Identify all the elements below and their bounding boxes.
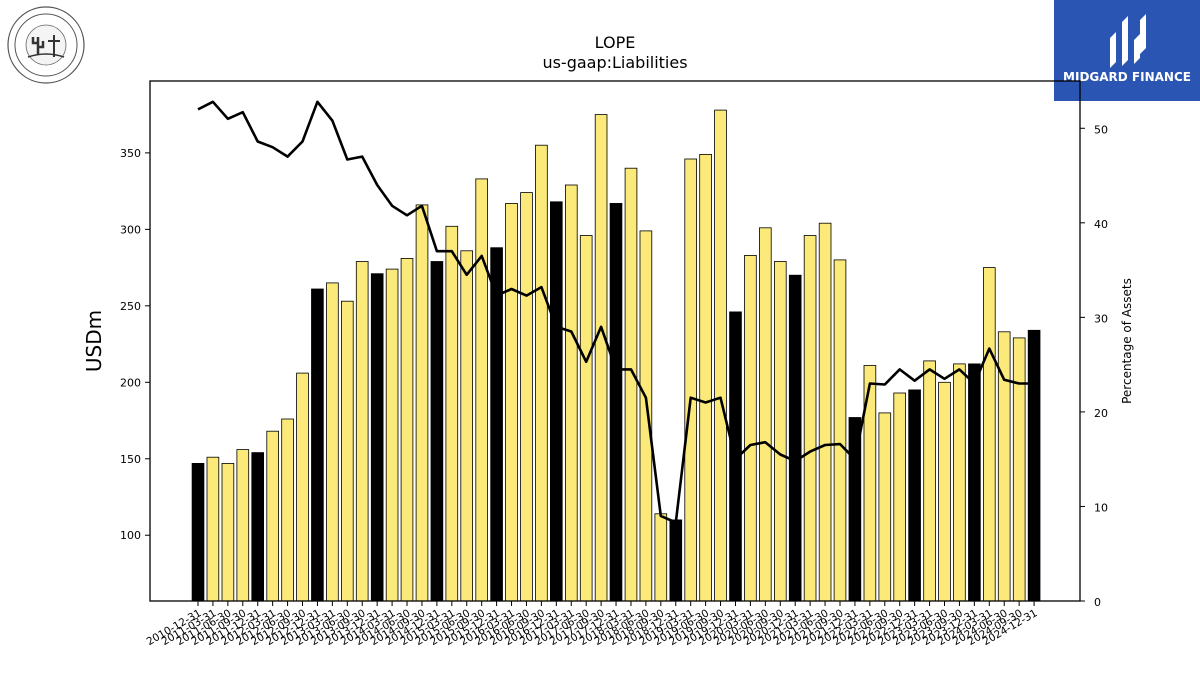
bar xyxy=(430,261,444,602)
bar xyxy=(490,247,503,602)
bar xyxy=(953,363,966,602)
bar xyxy=(714,109,727,602)
bar xyxy=(908,389,921,602)
midgard-finance-logo: MIDGARD FINANCE xyxy=(1054,0,1200,101)
bar xyxy=(669,519,683,602)
bar xyxy=(684,158,697,602)
y-axis-label: USDm xyxy=(82,310,106,372)
bar xyxy=(355,261,369,602)
bar xyxy=(744,254,757,602)
bar xyxy=(699,153,712,602)
bar xyxy=(400,257,414,602)
chart-title: LOPE xyxy=(595,33,636,52)
y-tick-label: 300 xyxy=(120,223,141,236)
bar xyxy=(938,381,951,602)
bar xyxy=(550,201,563,602)
bar xyxy=(191,462,205,602)
bar xyxy=(520,192,533,602)
bar xyxy=(385,268,399,602)
bar xyxy=(236,449,250,602)
bar xyxy=(624,167,638,602)
bar xyxy=(505,202,518,602)
bar xyxy=(609,202,623,602)
bar xyxy=(923,360,936,602)
plot-frame xyxy=(149,80,1081,602)
chart-subtitle: us-gaap:Liabilities xyxy=(542,53,687,72)
bar xyxy=(535,144,548,602)
bar xyxy=(968,363,981,602)
y2-tick-label: 30 xyxy=(1094,312,1108,325)
bar xyxy=(1012,337,1026,602)
bar xyxy=(594,114,608,602)
y-tick-label: 150 xyxy=(120,453,141,466)
bar xyxy=(788,274,802,602)
bar xyxy=(206,456,220,602)
plot-area: 100150200250300350010203040502010-12-312… xyxy=(120,100,1108,648)
bar xyxy=(579,235,593,602)
bar xyxy=(893,392,906,602)
y2-tick-label: 50 xyxy=(1094,123,1108,136)
bar xyxy=(460,250,473,602)
bar xyxy=(221,462,235,602)
university-seal-logo xyxy=(7,6,85,84)
y-tick-label: 100 xyxy=(120,529,141,542)
bar xyxy=(266,430,279,602)
percent-line xyxy=(197,100,1035,524)
bar xyxy=(281,418,294,602)
bar xyxy=(654,513,668,602)
y-tick-label: 350 xyxy=(120,147,141,160)
y2-tick-label: 40 xyxy=(1094,218,1108,231)
bar xyxy=(311,288,324,602)
bar xyxy=(326,282,339,602)
bar xyxy=(774,261,787,602)
bar xyxy=(475,178,488,602)
bar xyxy=(803,235,817,602)
bar xyxy=(878,412,892,602)
bar xyxy=(759,227,772,602)
bar xyxy=(340,300,354,602)
bar xyxy=(1027,329,1041,602)
bar xyxy=(565,184,578,602)
bar xyxy=(833,259,847,602)
bar xyxy=(296,372,309,602)
bar xyxy=(251,452,265,602)
bar xyxy=(983,267,996,602)
y2-axis-label: Percentage of Assets xyxy=(1120,278,1134,404)
bar xyxy=(370,273,384,602)
logo-text: MIDGARD FINANCE xyxy=(1063,70,1191,84)
y2-tick-label: 10 xyxy=(1094,501,1108,514)
bar xyxy=(818,222,832,602)
bar xyxy=(639,230,653,602)
y-tick-label: 250 xyxy=(120,300,141,313)
y2-tick-label: 20 xyxy=(1094,407,1108,420)
bar xyxy=(415,204,429,602)
bar xyxy=(445,225,459,602)
y2-tick-label: 0 xyxy=(1094,596,1101,609)
y-tick-label: 200 xyxy=(120,376,141,389)
